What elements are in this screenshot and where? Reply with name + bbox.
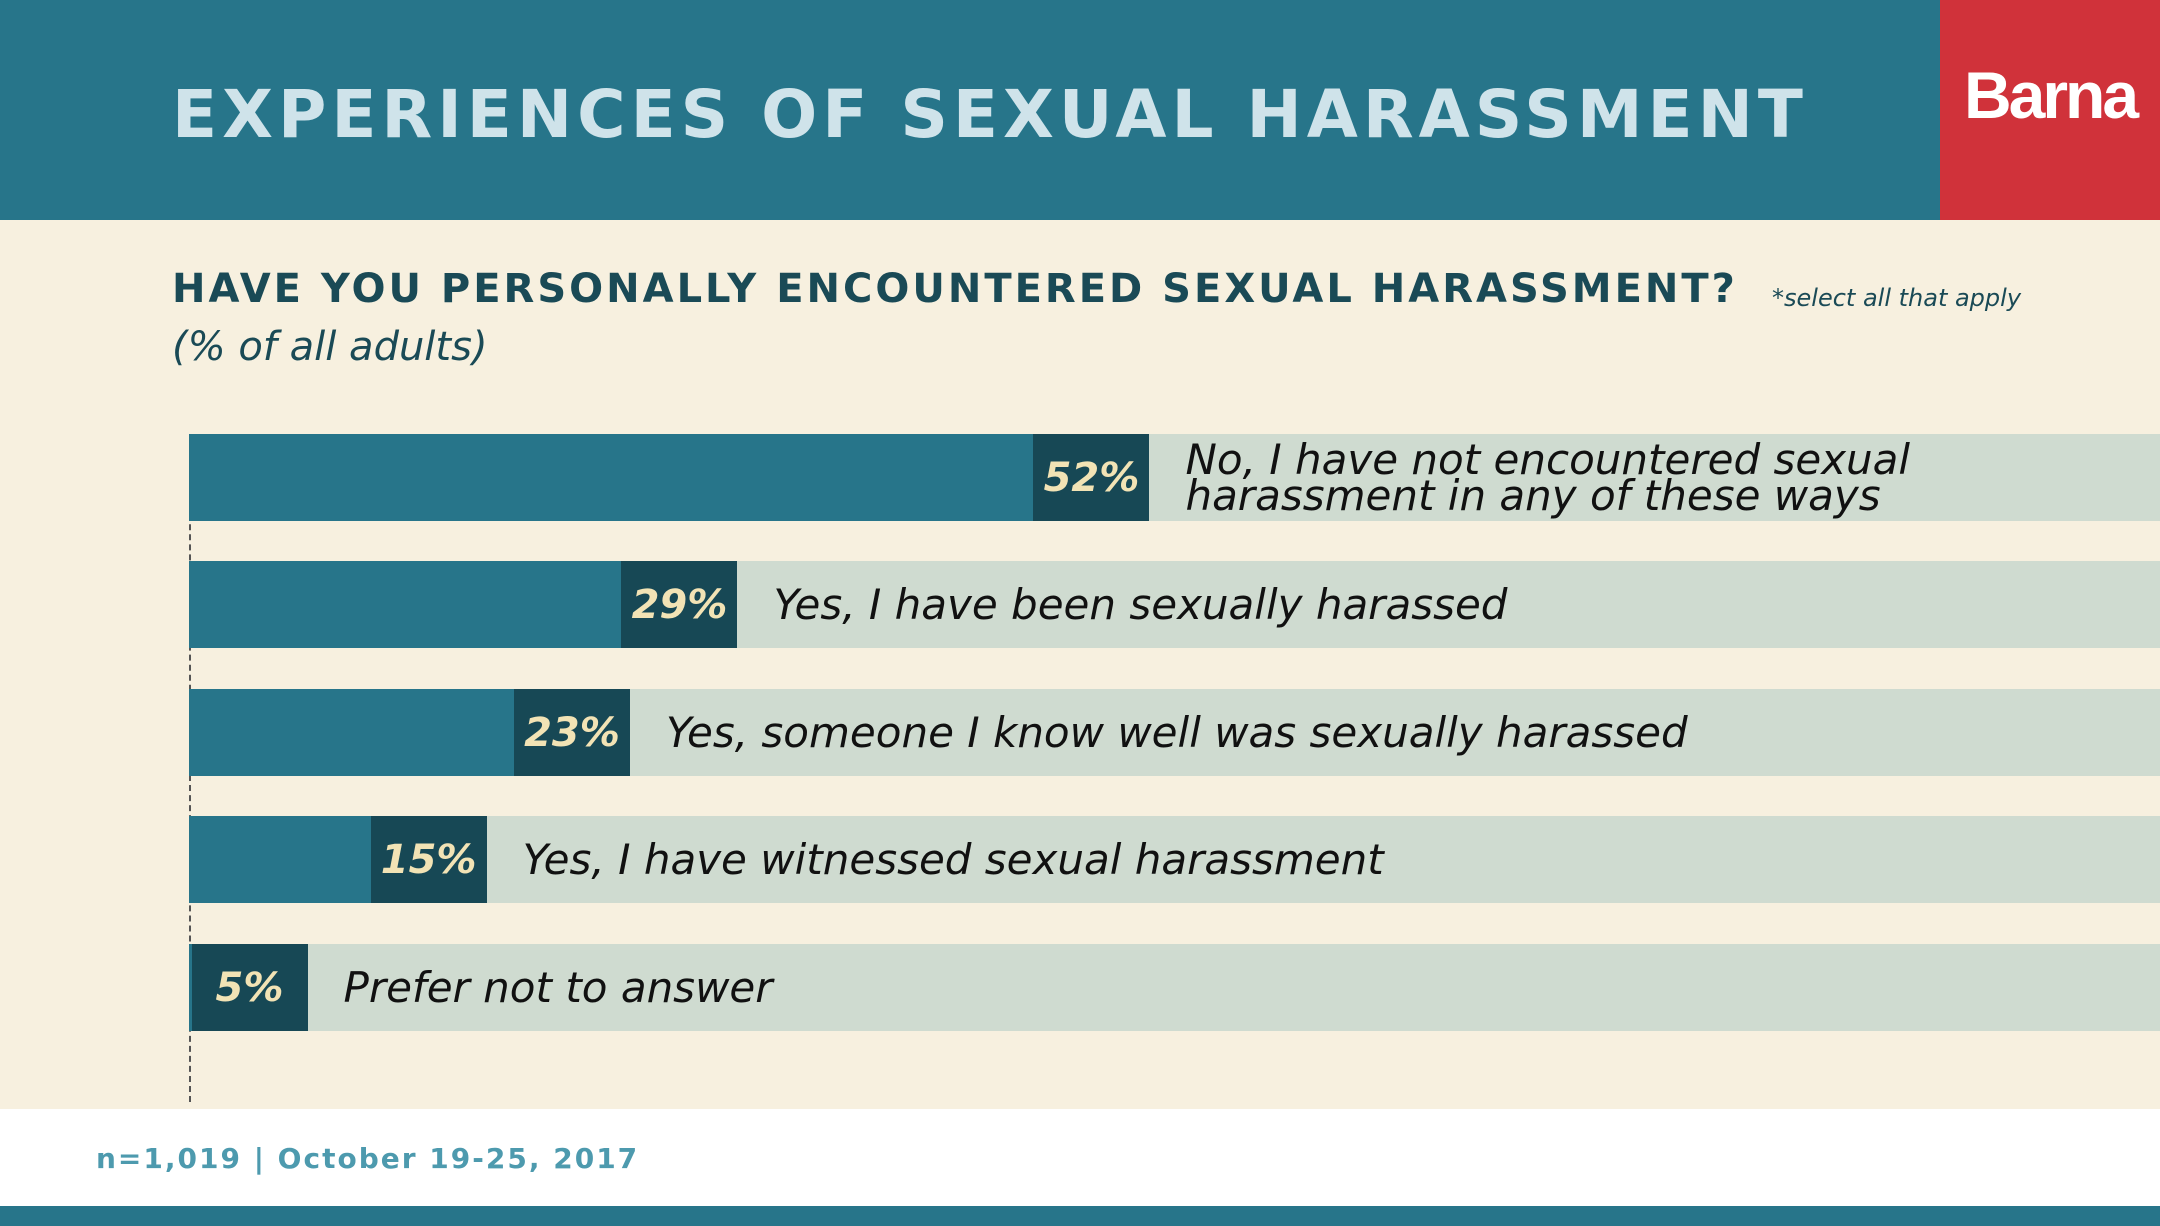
subtitle: (% of all adults)	[172, 324, 488, 370]
category-label: Yes, someone I know well was sexually ha…	[665, 707, 1688, 757]
value-label: 29%	[621, 561, 738, 648]
track	[189, 816, 2160, 903]
bar	[189, 434, 1150, 521]
track	[189, 944, 2160, 1031]
header-band	[0, 0, 1940, 220]
category-label: No, I have not encountered sexual harass…	[1185, 434, 1911, 520]
note: *select all that apply	[1772, 284, 2022, 312]
value-label: 52%	[1033, 434, 1150, 521]
page-title: EXPERIENCES OF SEXUAL HARASSMENT	[172, 76, 1808, 153]
logo: Barna	[1940, 0, 2160, 220]
value-label: 15%	[370, 816, 487, 903]
footer: n=1,019 | October 19-25, 2017	[96, 1142, 640, 1175]
value-label: 23%	[513, 689, 630, 776]
chart-title: HAVE YOU PERSONALLY ENCOUNTERED SEXUAL H…	[172, 266, 1738, 312]
value-label: 5%	[191, 944, 308, 1031]
category-label: Yes, I have witnessed sexual harassment	[522, 834, 1384, 884]
category-label: Prefer not to answer	[343, 962, 773, 1012]
category-label: Yes, I have been sexually harassed	[773, 579, 1508, 629]
bottom-band	[0, 1206, 2160, 1226]
